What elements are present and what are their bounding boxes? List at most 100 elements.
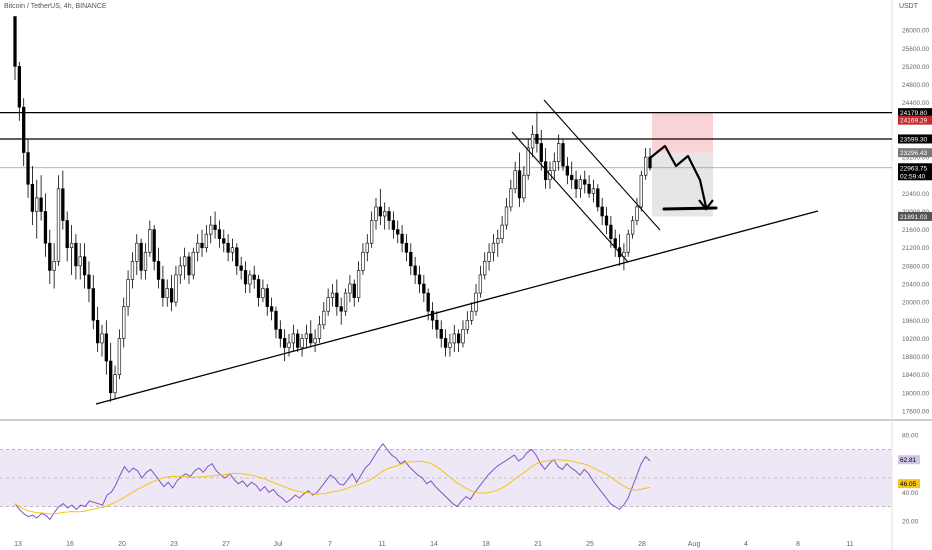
candle (552, 161, 556, 171)
candle (478, 274, 483, 294)
candle (639, 174, 643, 208)
candle (300, 338, 304, 348)
y-tick-label: 25200.00 (902, 64, 929, 71)
candle (417, 274, 422, 285)
candle (339, 306, 343, 312)
candle (326, 297, 330, 312)
price-label: 22963.75 (900, 165, 927, 172)
candle (517, 170, 522, 199)
candle (65, 220, 69, 249)
candle (500, 224, 504, 239)
candle (200, 242, 204, 249)
symbol-header: Bitcoin / TetherUS, 4h, BINANCE (4, 3, 107, 10)
candle (430, 310, 435, 321)
candle (283, 338, 287, 348)
rsi-tick-label: 40.00 (902, 490, 919, 497)
x-tick-label: Aug (688, 541, 701, 548)
candle (78, 256, 82, 267)
price-label: 21891.03 (900, 214, 927, 221)
candle (204, 233, 209, 249)
candle (383, 211, 387, 217)
candle (313, 338, 317, 344)
candle (644, 156, 648, 176)
candle (248, 274, 252, 285)
candle (583, 179, 587, 185)
candle (143, 251, 148, 271)
target-line (662, 206, 718, 211)
candle (135, 242, 139, 262)
y-tick-label: 19200.00 (902, 336, 929, 343)
candle (435, 319, 439, 330)
candle (296, 333, 300, 348)
candle (343, 292, 348, 312)
price-label: 02:59:40 (900, 173, 926, 180)
candle (95, 319, 100, 344)
y-tick-label: 21600.00 (902, 227, 929, 234)
x-tick-label: 27 (222, 541, 230, 548)
price-label-box (898, 134, 932, 144)
candle (322, 310, 326, 326)
candle (161, 279, 165, 298)
x-tick-label: 28 (638, 541, 646, 548)
candle (213, 224, 217, 230)
price-label: 23599.30 (900, 136, 927, 143)
candle (287, 342, 291, 348)
y-tick-label: 26000.00 (902, 28, 929, 35)
candle (557, 143, 561, 162)
candle (265, 288, 269, 307)
candle (422, 283, 426, 294)
y-tick-label: 23200.00 (902, 155, 929, 162)
candle (87, 274, 91, 289)
candle (491, 242, 496, 253)
candle (413, 265, 417, 276)
x-tick-label: 13 (14, 541, 22, 548)
candle (648, 156, 652, 169)
candle (378, 206, 382, 217)
y-tick-label: 18000.00 (902, 390, 929, 397)
candle (361, 251, 365, 271)
candle (178, 265, 182, 276)
rsi-line (14, 442, 651, 521)
candle (635, 206, 639, 221)
candle (109, 360, 113, 394)
candle (330, 292, 335, 298)
candle (574, 179, 578, 190)
candle (596, 188, 600, 208)
candle (91, 288, 95, 321)
candle (565, 165, 570, 176)
y-tick-label: 20000.00 (902, 300, 929, 307)
x-tick-label: 21 (534, 541, 542, 548)
candle (156, 261, 161, 280)
candle (278, 329, 282, 339)
candle (165, 288, 169, 298)
x-tick-label: 18 (482, 541, 490, 548)
price-label-box (898, 163, 932, 173)
candle (470, 310, 474, 321)
ascending-trendline (95, 210, 819, 405)
rsi-label-box (898, 479, 920, 489)
x-tick-label: 8 (796, 541, 800, 548)
candle (182, 256, 187, 267)
candle (122, 306, 126, 339)
rsi-label: 46.05 (900, 481, 917, 488)
candle (396, 229, 400, 235)
candle (39, 197, 43, 212)
candle (139, 242, 143, 271)
candle (239, 265, 243, 271)
y-tick-label: 18400.00 (902, 372, 929, 379)
candle (191, 251, 195, 276)
candle (452, 333, 456, 344)
x-tick-label: 11 (378, 541, 385, 548)
candle (113, 374, 117, 394)
candle (235, 247, 239, 267)
candle (356, 270, 361, 298)
candle (35, 197, 39, 212)
candle (187, 256, 191, 276)
candle (456, 333, 461, 344)
price-label-box (898, 211, 932, 221)
candle (152, 229, 156, 262)
candle (496, 238, 500, 244)
candle (48, 242, 52, 271)
candle (483, 261, 487, 276)
